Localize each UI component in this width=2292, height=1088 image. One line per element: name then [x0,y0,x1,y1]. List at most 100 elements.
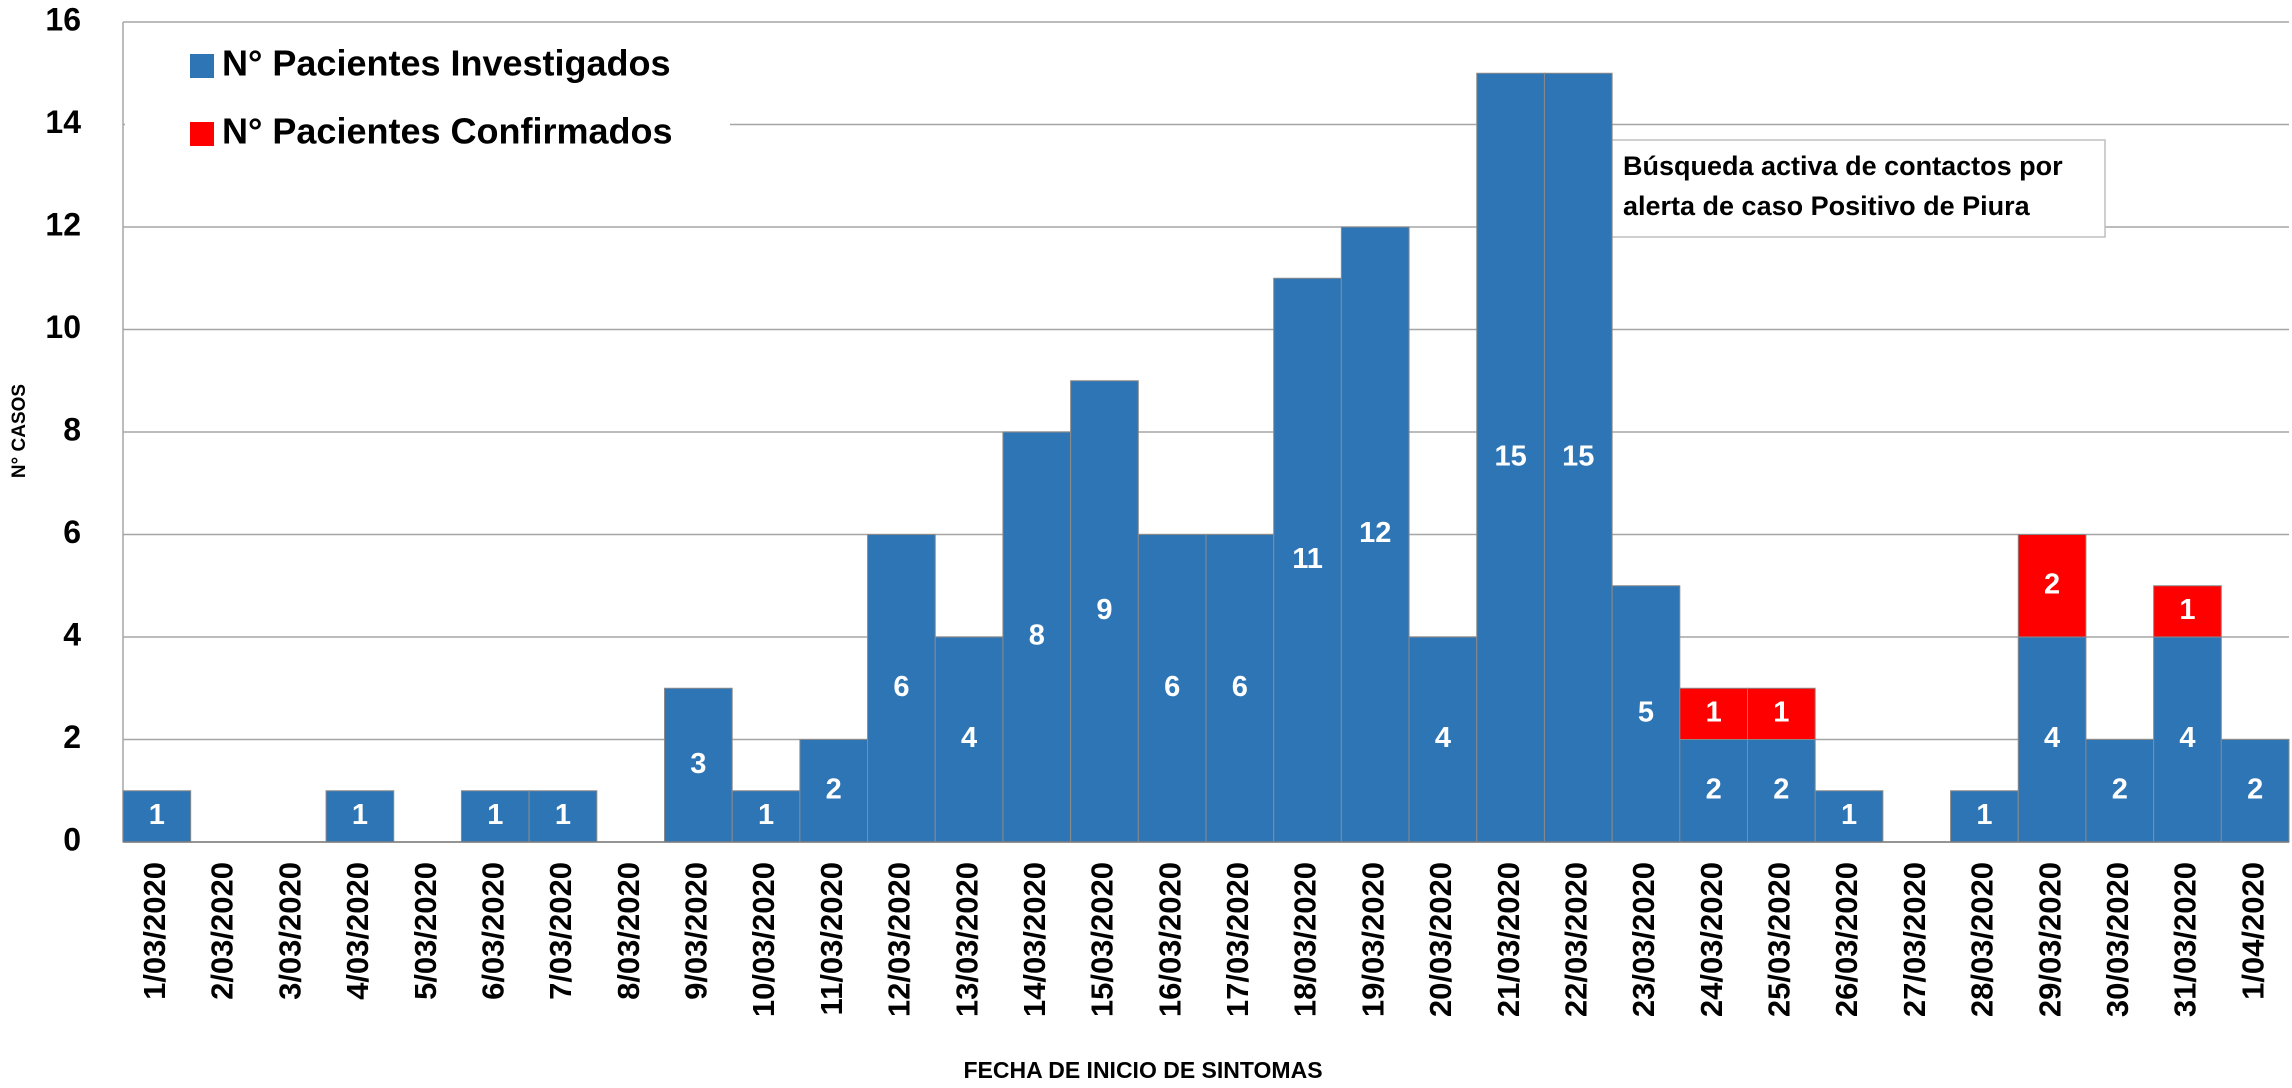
value-label: 1 [1976,799,1992,831]
bar [1408,636,1478,843]
x-tick-label: 7/03/2020 [543,862,578,1000]
y-tick-label: 6 [63,514,81,550]
legend-label: N° Pacientes Confirmados [222,111,673,152]
value-label: 1 [1841,799,1857,831]
bar [1002,431,1072,843]
value-label: 11 [1292,543,1323,575]
value-label: 8 [1029,620,1045,652]
x-tick-label: 27/03/2020 [1897,862,1932,1017]
value-label: 2 [826,773,842,805]
bar [1950,790,2019,843]
x-axis-title: FECHA DE INICIO DE SINTOMAS [963,1057,1322,1083]
x-tick-label: 28/03/2020 [1965,862,2000,1017]
x-tick-label: 31/03/2020 [2168,862,2203,1017]
y-tick-label: 14 [45,104,81,140]
y-tick-label: 8 [63,411,81,447]
bar [934,636,1004,843]
value-label: 3 [690,748,706,780]
x-tick-label: 3/03/2020 [272,862,307,1000]
bar [1476,72,1545,843]
bar [1814,790,1884,843]
value-label: 2 [1706,773,1722,805]
bar [1205,534,1275,843]
annotation-box [1602,139,2106,238]
value-label: 1 [1773,697,1789,729]
value-label: 1 [149,799,165,831]
y-axis-title: N° CASOS [9,384,30,478]
value-label: 15 [1562,440,1594,472]
value-label: 6 [1164,671,1180,703]
x-tick-label: 22/03/2020 [1558,862,1593,1017]
value-label: 1 [555,799,571,831]
x-tick-label: 30/03/2020 [2100,862,2135,1017]
value-label: 2 [2247,773,2263,805]
bar [1747,687,1816,740]
x-tick-label: 21/03/2020 [1491,862,1526,1017]
x-tick-label: 4/03/2020 [340,862,375,1000]
y-tick-label: 0 [63,821,81,857]
x-tick-label: 20/03/2020 [1423,862,1458,1017]
legend-swatch [190,122,214,146]
bar [867,534,936,843]
value-label: 4 [1435,722,1451,754]
bar [1611,585,1681,843]
x-tick-label: 14/03/2020 [1017,862,1052,1017]
annotation-text: alerta de caso Positivo de Piura [1623,191,2031,221]
value-label: 12 [1359,517,1391,549]
x-tick-label: 12/03/2020 [882,862,917,1017]
x-tick-label: 18/03/2020 [1288,862,1323,1017]
value-label: 2 [1773,773,1789,805]
x-tick-label: 1/04/2020 [2235,862,2270,1000]
x-tick-label: 5/03/2020 [408,862,443,1000]
y-tick-label: 4 [63,616,81,652]
legend-box [125,27,730,192]
bar [1070,380,1139,843]
bar [2085,739,2155,843]
x-tick-label: 25/03/2020 [1762,862,1797,1017]
x-tick-label: 9/03/2020 [679,862,714,1000]
y-tick-label: 2 [63,719,81,755]
bar [731,790,801,843]
x-tick-label: 6/03/2020 [475,862,510,1000]
x-tick-label: 10/03/2020 [746,862,781,1017]
annotation-text: Búsqueda activa de contactos por [1623,151,2063,181]
legend-label: N° Pacientes Investigados [222,43,671,84]
x-tick-label: 23/03/2020 [1626,862,1661,1017]
bar [1543,72,1613,843]
bar [528,790,598,843]
x-tick-label: 29/03/2020 [2032,862,2067,1017]
value-label: 1 [758,799,774,831]
x-tick-label: 24/03/2020 [1694,862,1729,1017]
x-tick-label: 15/03/2020 [1085,862,1120,1017]
x-tick-label: 13/03/2020 [949,862,984,1017]
x-tick-label: 17/03/2020 [1220,862,1255,1017]
value-label: 4 [2179,722,2195,754]
x-tick-label: 11/03/2020 [814,862,849,1015]
bar [2220,739,2290,843]
bar [325,790,395,843]
value-label: 2 [2112,773,2128,805]
value-label: 2 [2044,568,2060,600]
bar [1747,739,1816,843]
y-tick-label: 10 [45,309,81,345]
x-tick-label: 19/03/2020 [1355,862,1390,1017]
value-label: 9 [1096,594,1112,626]
y-tick-label: 16 [45,1,81,37]
bar [2017,534,2087,638]
value-label: 6 [1232,671,1248,703]
bar [1137,534,1207,843]
value-label: 4 [2044,722,2060,754]
value-label: 5 [1638,697,1654,729]
x-tick-label: 16/03/2020 [1152,862,1187,1017]
value-label: 15 [1494,440,1526,472]
x-tick-label: 2/03/2020 [205,862,240,1000]
y-tick-label: 12 [45,206,81,242]
value-label: 1 [352,799,368,831]
value-label: 1 [2179,594,2195,626]
bar [2017,636,2087,843]
x-tick-label: 1/03/2020 [137,862,172,1000]
bar [1273,277,1342,843]
bar [1340,226,1410,843]
value-label: 6 [893,671,909,703]
legend-swatch [190,54,214,78]
